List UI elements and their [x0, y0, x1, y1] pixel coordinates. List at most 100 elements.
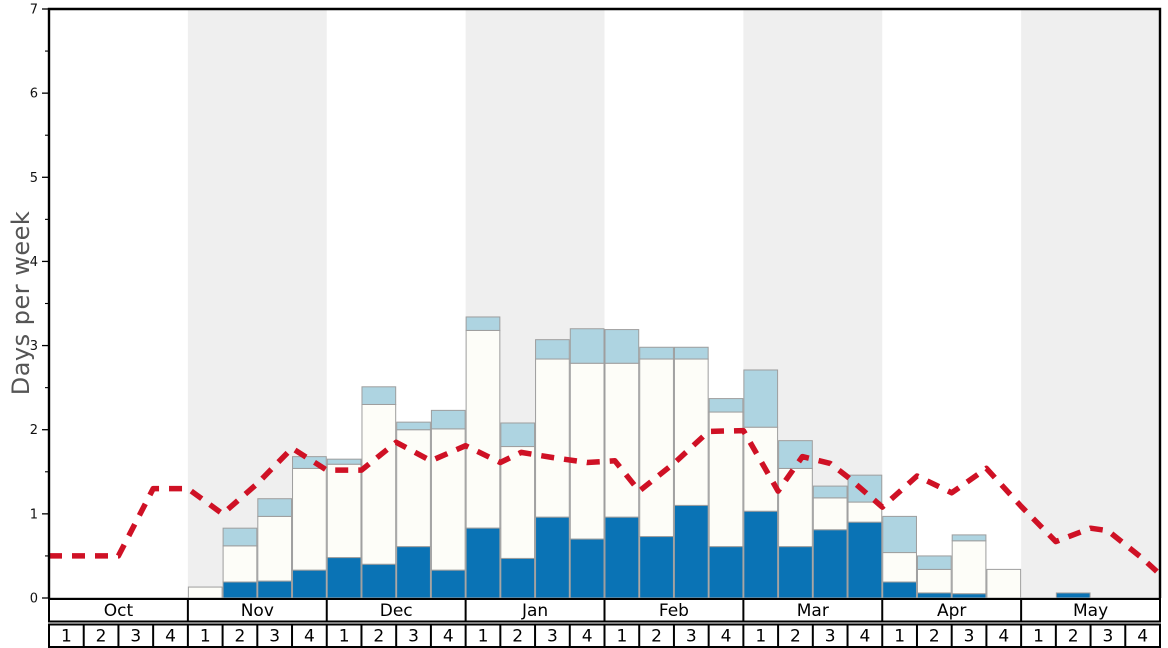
bar-segment-light-blue-feb-w2 — [639, 346, 674, 360]
bar-segment-dark-blue-dec-w4 — [430, 569, 466, 599]
bar-segment-white-dec-w1 — [326, 463, 362, 559]
week-number-label: 2 — [235, 627, 246, 647]
month-label: Dec — [380, 601, 413, 621]
bar-segment-light-blue-nov-w4 — [292, 456, 327, 469]
week-number-label: 4 — [721, 627, 732, 647]
month-label: Feb — [659, 601, 689, 621]
month-label: Jan — [521, 601, 548, 621]
bar-segment-white-apr-w3 — [951, 540, 987, 595]
bar-segment-white-feb-w3 — [673, 358, 709, 506]
bar-segment-dark-blue-mar-w1 — [743, 510, 779, 599]
bar-segment-white-dec-w2 — [361, 403, 397, 565]
bar-segment-dark-blue-nov-w3 — [257, 580, 293, 599]
bar-segment-light-blue-apr-w3 — [951, 534, 987, 542]
bar-segment-light-blue-nov-w3 — [257, 498, 293, 517]
week-number-label: 1 — [478, 627, 489, 647]
month-label: May — [1073, 601, 1108, 621]
bar-segment-dark-blue-dec-w2 — [361, 563, 397, 599]
bar-segment-dark-blue-dec-w1 — [326, 557, 362, 599]
y-tick-label: 5 — [30, 171, 38, 186]
bar-segment-dark-blue-feb-w1 — [604, 516, 640, 599]
week-number-label: 1 — [339, 627, 350, 647]
month-label: Oct — [104, 601, 134, 621]
bar-segment-dark-blue-apr-w1 — [882, 581, 917, 599]
bar-segment-white-nov-w2 — [222, 545, 258, 583]
bar-segment-white-apr-w1 — [882, 552, 917, 583]
week-number-label: 1 — [200, 627, 211, 647]
bar-segment-light-blue-mar-w1 — [743, 369, 779, 428]
week-number-label: 3 — [269, 627, 280, 647]
bar-segment-dark-blue-feb-w4 — [708, 546, 744, 599]
y-tick-label: 7 — [30, 3, 38, 18]
week-number-label: 4 — [998, 627, 1009, 647]
bar-segment-white-jan-w2 — [500, 446, 536, 559]
y-tick-label: 2 — [30, 423, 38, 438]
bar-segment-dark-blue-mar-w2 — [778, 546, 813, 599]
y-tick-label: 3 — [30, 339, 38, 354]
bar-segment-white-nov-w3 — [257, 515, 293, 582]
bar-segment-dark-blue-jan-w3 — [535, 516, 570, 599]
bar-segment-white-nov-w1 — [187, 586, 223, 599]
bar-segment-light-blue-jan-w4 — [569, 328, 605, 364]
bar-segment-dark-blue-apr-w3 — [951, 593, 987, 599]
bar-segment-light-blue-jan-w3 — [535, 339, 570, 360]
week-number-label: 2 — [1068, 627, 1079, 647]
bar-segment-light-blue-feb-w3 — [673, 346, 709, 360]
y-tick-label: 4 — [30, 255, 38, 270]
bar-segment-light-blue-jan-w1 — [465, 316, 501, 331]
y-tick-label: 6 — [30, 87, 38, 102]
bar-segment-white-apr-w2 — [916, 568, 952, 594]
week-number-label: 3 — [1103, 627, 1114, 647]
bar-segment-white-dec-w3 — [396, 429, 431, 548]
bar-segment-white-feb-w1 — [604, 362, 640, 518]
week-number-label: 2 — [651, 627, 662, 647]
week-number-label: 4 — [1137, 627, 1148, 647]
bar-segment-dark-blue-may-w2 — [1055, 592, 1091, 599]
week-number-label: 3 — [408, 627, 419, 647]
month-shading-band-may — [1021, 9, 1160, 598]
bar-segment-light-blue-nov-w2 — [222, 527, 258, 547]
bar-segment-dark-blue-feb-w2 — [639, 536, 674, 599]
bar-segment-white-mar-w1 — [743, 426, 779, 512]
week-number-label: 1 — [61, 627, 72, 647]
week-number-label: 1 — [755, 627, 766, 647]
week-number-label: 4 — [582, 627, 593, 647]
week-number-label: 4 — [165, 627, 176, 647]
week-number-label: 3 — [964, 627, 975, 647]
week-number-label: 3 — [825, 627, 836, 647]
bar-segment-white-apr-w4 — [986, 568, 1022, 599]
week-number-label: 3 — [547, 627, 558, 647]
week-number-label: 2 — [790, 627, 801, 647]
bar-segment-dark-blue-jan-w4 — [569, 538, 605, 599]
month-label: Mar — [797, 601, 829, 621]
trend-dashed-line — [49, 427, 1162, 577]
week-number-label: 2 — [929, 627, 940, 647]
y-tick-label: 0 — [30, 592, 38, 607]
bar-segment-light-blue-apr-w1 — [882, 515, 917, 554]
bar-segment-light-blue-dec-w4 — [430, 409, 466, 430]
bar-segment-white-jan-w4 — [569, 362, 605, 540]
y-axis-label: Days per week — [7, 210, 35, 396]
bar-segment-dark-blue-apr-w2 — [916, 592, 952, 599]
bar-segment-white-feb-w2 — [639, 358, 674, 538]
bar-segment-light-blue-jan-w2 — [500, 422, 536, 448]
bar-segment-white-jan-w3 — [535, 358, 570, 518]
bar-segment-light-blue-apr-w2 — [916, 555, 952, 570]
month-label: Apr — [937, 601, 966, 621]
week-number-label: 2 — [96, 627, 107, 647]
bar-segment-dark-blue-mar-w4 — [847, 521, 883, 599]
week-number-label: 4 — [859, 627, 870, 647]
week-number-label: 1 — [894, 627, 905, 647]
bar-segment-light-blue-dec-w2 — [361, 386, 397, 405]
y-tick-label: 1 — [30, 507, 38, 522]
bar-segment-white-mar-w3 — [812, 497, 848, 531]
week-number-label: 1 — [1033, 627, 1044, 647]
bar-segment-light-blue-feb-w1 — [604, 329, 640, 364]
week-number-label: 4 — [304, 627, 315, 647]
bar-segment-dark-blue-jan-w1 — [465, 527, 501, 599]
bar-segment-white-jan-w1 — [465, 329, 501, 529]
week-number-label: 4 — [443, 627, 454, 647]
bar-segment-dark-blue-nov-w4 — [292, 569, 327, 599]
